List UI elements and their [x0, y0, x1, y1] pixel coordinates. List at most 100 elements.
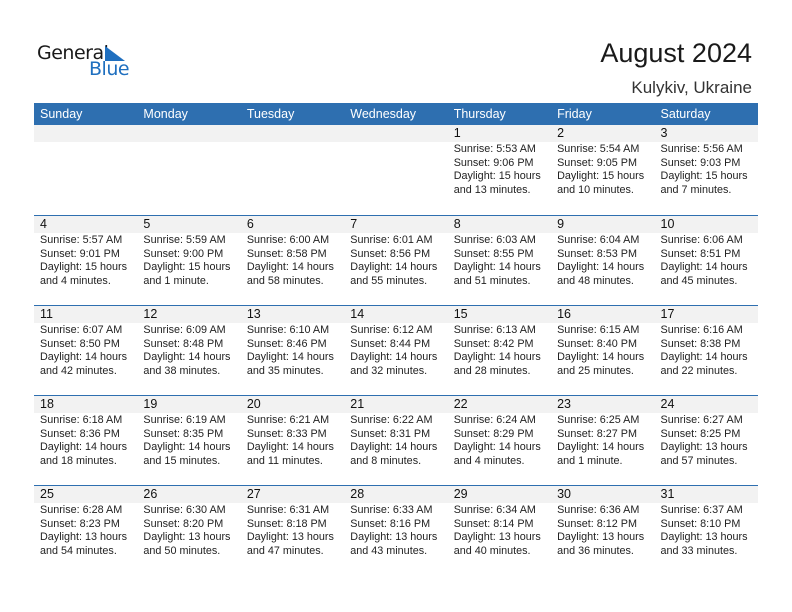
sun-info: Sunrise: 5:56 AM Sunset: 9:03 PM Daylight:…	[661, 143, 758, 197]
daylight: Daylight: 13 hours	[660, 441, 748, 453]
day-cell: 15 Sunrise: 6:13 AM Sunset: 8:42 PM Dayligh…	[448, 306, 551, 395]
daylight: Daylight: 14 hours	[557, 261, 645, 273]
empty-cell	[344, 125, 447, 215]
daylight-minutes: and 47 minutes.	[246, 544, 324, 557]
sun-info: Sunrise: 5:54 AM Sunset: 9:05 PM Daylight:…	[557, 143, 654, 197]
sunset: Sunset: 8:23 PM	[40, 517, 120, 530]
day-number: 12	[143, 307, 158, 321]
daylight-minutes: and 4 minutes.	[453, 454, 525, 467]
sunrise: Sunrise: 6:00 AM	[246, 234, 330, 246]
day-cell: 10 Sunrise: 6:06 AM Sunset: 8:51 PM Dayligh…	[655, 216, 758, 305]
sunset: Sunset: 8:36 PM	[40, 427, 120, 440]
daylight-minutes: and 38 minutes.	[143, 364, 221, 377]
daylight: Daylight: 14 hours	[40, 351, 128, 363]
day-cell: 4 Sunrise: 5:57 AM Sunset: 9:01 PM Daylight…	[34, 216, 137, 305]
sunrise: Sunrise: 6:28 AM	[40, 504, 123, 516]
day-cell: 8 Sunrise: 6:03 AM Sunset: 8:55 PM Daylight…	[448, 216, 551, 305]
weekday-tuesday: Tuesday	[246, 107, 295, 121]
day-number: 18	[40, 397, 54, 411]
day-cell: 2 Sunrise: 5:54 AM Sunset: 9:05 PM Daylight…	[551, 125, 654, 215]
sunset: Sunset: 9:00 PM	[143, 247, 224, 260]
sunset: Sunset: 8:44 PM	[350, 337, 431, 350]
day-cell: 23 Sunrise: 6:25 AM Sunset: 8:27 PM Dayligh…	[551, 396, 654, 485]
daylight: Daylight: 14 hours	[350, 351, 438, 363]
sunrise: Sunrise: 6:16 AM	[660, 324, 743, 336]
sunset: Sunset: 8:55 PM	[453, 247, 534, 260]
empty-cell	[137, 125, 240, 215]
daylight-minutes: and 35 minutes.	[246, 364, 324, 377]
day-cell: 16 Sunrise: 6:15 AM Sunset: 8:40 PM Dayligh…	[551, 306, 654, 395]
weekday-wednesday: Wednesday	[350, 107, 417, 121]
sunrise: Sunrise: 6:01 AM	[350, 234, 433, 246]
sunset: Sunset: 9:05 PM	[557, 156, 637, 169]
daylight: Daylight: 14 hours	[246, 261, 334, 273]
day-number: 15	[453, 307, 468, 321]
daylight-minutes: and 15 minutes.	[143, 454, 221, 467]
weekday-header: Sunday Monday Tuesday Wednesday Thursday Frid…	[34, 103, 758, 125]
daylight: Daylight: 14 hours	[246, 441, 334, 453]
sun-info: Sunrise: 6:10 AM Sunset: 8:46 PM Daylight:…	[247, 324, 344, 378]
daylight-minutes: and 1 minute.	[557, 454, 623, 467]
sunrise: Sunrise: 6:10 AM	[246, 324, 330, 336]
day-cell: 11 Sunrise: 6:07 AM Sunset: 8:50 PM Dayligh…	[34, 306, 137, 395]
sun-info: Sunrise: 6:01 AM Sunset: 8:56 PM Daylight:…	[350, 234, 447, 288]
day-number: 21	[350, 397, 365, 411]
day-cell: 9 Sunrise: 6:04 AM Sunset: 8:53 PM Daylight…	[551, 216, 654, 305]
sunset: Sunset: 8:50 PM	[40, 337, 120, 350]
logo-triangle-icon	[105, 46, 125, 61]
day-cell: 24 Sunrise: 6:27 AM Sunset: 8:25 PM Dayligh…	[655, 396, 758, 485]
sunset: Sunset: 8:38 PM	[660, 337, 741, 350]
day-cell: 13 Sunrise: 6:10 AM Sunset: 8:46 PM Dayligh…	[241, 306, 344, 395]
day-number: 16	[557, 307, 572, 321]
sunset: Sunset: 8:29 PM	[453, 427, 534, 440]
sun-info: Sunrise: 6:07 AM Sunset: 8:50 PM Daylight:…	[40, 324, 137, 378]
daylight: Daylight: 14 hours	[246, 351, 334, 363]
sunrise: Sunrise: 6:04 AM	[557, 234, 640, 246]
day-cell: 22 Sunrise: 6:24 AM Sunset: 8:29 PM Dayligh…	[448, 396, 551, 485]
day-number: 17	[660, 307, 675, 321]
daylight: Daylight: 13 hours	[557, 531, 645, 543]
sun-info: Sunrise: 6:06 AM Sunset: 8:51 PM Daylight:…	[661, 234, 758, 288]
day-cell: 31 Sunrise: 6:37 AM Sunset: 8:10 PM Dayligh…	[655, 486, 758, 575]
sun-info: Sunrise: 6:13 AM Sunset: 8:42 PM Daylight:…	[454, 324, 551, 378]
sunset: Sunset: 8:12 PM	[557, 517, 637, 530]
sun-info: Sunrise: 6:36 AM Sunset: 8:12 PM Daylight:…	[557, 504, 654, 558]
sunset: Sunset: 8:27 PM	[557, 427, 637, 440]
daylight-minutes: and 25 minutes.	[557, 364, 634, 377]
daylight: Daylight: 13 hours	[143, 531, 231, 543]
sunset: Sunset: 8:18 PM	[246, 517, 327, 530]
day-number: 5	[143, 217, 151, 231]
sunrise: Sunrise: 6:09 AM	[143, 324, 226, 336]
daylight: Daylight: 14 hours	[660, 261, 748, 273]
sun-info: Sunrise: 6:30 AM Sunset: 8:20 PM Daylight:…	[143, 504, 240, 558]
date-band	[34, 125, 758, 142]
daylight-minutes: and 32 minutes.	[350, 364, 428, 377]
sunset: Sunset: 9:01 PM	[40, 247, 120, 260]
daylight: Daylight: 14 hours	[660, 351, 748, 363]
daylight-minutes: and 40 minutes.	[453, 544, 531, 557]
sun-info: Sunrise: 6:25 AM Sunset: 8:27 PM Daylight:…	[557, 414, 654, 468]
daylight: Daylight: 14 hours	[350, 441, 438, 453]
calendar-body: 1 Sunrise: 5:53 AM Sunset: 9:06 PM Daylight…	[34, 125, 758, 575]
sunrise: Sunrise: 6:34 AM	[453, 504, 536, 516]
sunset: Sunset: 8:35 PM	[143, 427, 224, 440]
sunset: Sunset: 8:51 PM	[660, 247, 741, 260]
sunrise: Sunrise: 6:21 AM	[246, 414, 330, 426]
sun-info: Sunrise: 6:19 AM Sunset: 8:35 PM Daylight:…	[143, 414, 240, 468]
daylight: Daylight: 14 hours	[453, 261, 541, 273]
daylight-minutes: and 51 minutes.	[453, 274, 531, 287]
day-number: 11	[40, 307, 53, 321]
sunrise: Sunrise: 6:18 AM	[40, 414, 123, 426]
day-number: 30	[557, 487, 572, 501]
daylight: Daylight: 13 hours	[350, 531, 438, 543]
logo-text-general: General	[37, 42, 109, 64]
day-cell: 14 Sunrise: 6:12 AM Sunset: 8:44 PM Dayligh…	[344, 306, 447, 395]
day-number: 7	[350, 217, 358, 231]
daylight-minutes: and 50 minutes.	[143, 544, 221, 557]
sunset: Sunset: 8:48 PM	[143, 337, 224, 350]
sunrise: Sunrise: 6:27 AM	[660, 414, 743, 426]
day-cell: 1 Sunrise: 5:53 AM Sunset: 9:06 PM Daylight…	[448, 125, 551, 215]
day-number: 27	[246, 487, 261, 501]
empty-cell	[241, 125, 344, 215]
sunrise: Sunrise: 6:24 AM	[453, 414, 536, 426]
